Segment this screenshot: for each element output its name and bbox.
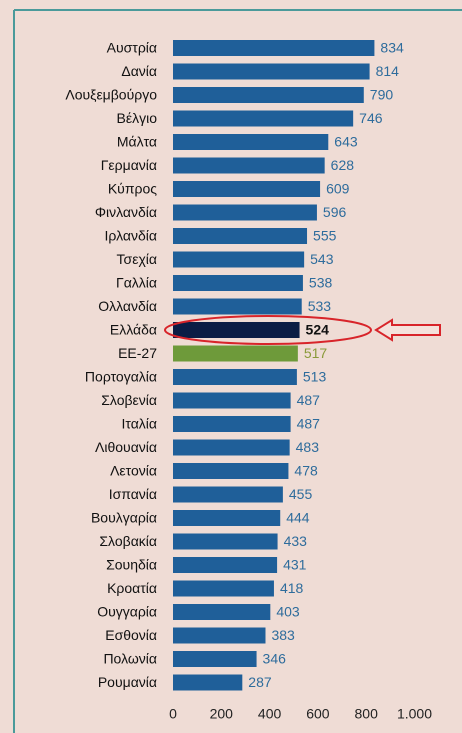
category-label: Ρουμανία — [98, 674, 157, 690]
value-label: 814 — [376, 63, 400, 79]
value-label: 538 — [309, 275, 333, 291]
category-label: Ουγγαρία — [97, 604, 157, 620]
bar — [173, 298, 302, 315]
bar — [173, 275, 303, 291]
value-label: 596 — [323, 204, 347, 220]
category-label: Λιθουανία — [95, 439, 157, 455]
bar — [173, 322, 300, 338]
value-label: 543 — [310, 251, 334, 267]
category-label: Ελλάδα — [110, 322, 157, 338]
bar — [173, 87, 364, 103]
x-tick-label: 800 — [355, 706, 379, 722]
bar — [173, 110, 354, 127]
category-label: Ολλανδία — [98, 298, 157, 314]
category-label: Ισπανία — [109, 486, 157, 502]
value-label: 746 — [359, 110, 383, 126]
category-label: Γερμανία — [101, 157, 157, 173]
value-label: 834 — [380, 40, 404, 56]
value-label: 287 — [248, 674, 272, 690]
bar — [173, 204, 317, 221]
value-label: 487 — [297, 416, 321, 432]
category-label: Σουηδία — [106, 557, 157, 573]
category-label: Λουξεμβούργο — [65, 87, 157, 103]
category-label: Κροατία — [107, 580, 157, 596]
category-label: Εσθονία — [105, 627, 157, 643]
category-label: Λετονία — [110, 463, 157, 479]
category-label: Γαλλία — [116, 275, 157, 291]
bar — [173, 251, 305, 268]
plot: 0 200 400 600 800 1.000 Αυστρία 834 Δανία 814 Λουξ… — [65, 40, 432, 722]
x-tick-label: 0 — [169, 706, 177, 722]
value-label: 487 — [297, 392, 321, 408]
bar — [173, 580, 274, 597]
value-label: 431 — [283, 557, 307, 573]
category-label: Τσεχία — [117, 251, 157, 267]
category-label: Σλοβενία — [101, 392, 157, 408]
value-label: 533 — [308, 298, 332, 314]
value-label: 433 — [284, 533, 308, 549]
bar — [173, 486, 283, 503]
value-label: 609 — [326, 181, 350, 197]
value-label: 628 — [331, 157, 355, 173]
x-tick-label: 200 — [210, 706, 234, 722]
value-label: 483 — [296, 439, 320, 455]
bar — [173, 627, 266, 644]
category-label: ΕΕ-27 — [118, 345, 157, 361]
value-label: 478 — [294, 463, 318, 479]
category-label: Μάλτα — [117, 134, 157, 150]
bar — [173, 157, 325, 174]
x-tick-label: 600 — [306, 706, 330, 722]
bar — [173, 369, 297, 385]
bar — [173, 510, 281, 526]
value-label: 643 — [334, 134, 358, 150]
bar — [173, 40, 375, 56]
x-tick-label: 400 — [258, 706, 282, 722]
value-label: 444 — [286, 510, 310, 526]
category-label: Σλοβακία — [99, 533, 157, 549]
value-label: 524 — [306, 322, 330, 338]
category-label: Ιρλανδία — [105, 228, 157, 244]
category-label: Βέλγιο — [117, 110, 158, 126]
bar — [173, 674, 243, 691]
arrow — [374, 318, 441, 342]
category-label: Ιταλία — [121, 416, 157, 432]
bar — [173, 557, 278, 573]
category-label: Δανία — [121, 63, 157, 79]
category-label: Πορτογαλία — [85, 369, 157, 385]
value-label: 790 — [370, 87, 394, 103]
bar — [173, 604, 271, 620]
value-label: 346 — [263, 651, 287, 667]
category-label: Φινλανδία — [95, 204, 157, 220]
bar — [173, 345, 298, 362]
bar — [173, 392, 291, 409]
value-label: 513 — [303, 369, 327, 385]
bar — [173, 228, 308, 244]
x-tick-label: 1.000 — [397, 706, 432, 722]
value-label: 403 — [276, 604, 300, 620]
bar — [173, 439, 290, 456]
bar — [173, 533, 278, 550]
bar — [173, 134, 329, 150]
highlight — [164, 315, 372, 345]
value-label: 455 — [289, 486, 313, 502]
value-label: 517 — [304, 345, 328, 361]
category-label: Κύπρος — [108, 181, 157, 197]
bar — [173, 416, 291, 432]
bar — [173, 63, 370, 80]
value-label: 555 — [313, 228, 337, 244]
bar — [173, 651, 257, 667]
value-label: 383 — [271, 627, 295, 643]
category-label: Πολωνία — [103, 651, 157, 667]
value-label: 418 — [280, 580, 304, 596]
bar — [173, 463, 289, 479]
bar — [173, 181, 321, 197]
category-label: Βουλγαρία — [91, 510, 157, 526]
category-label: Αυστρία — [107, 40, 157, 56]
